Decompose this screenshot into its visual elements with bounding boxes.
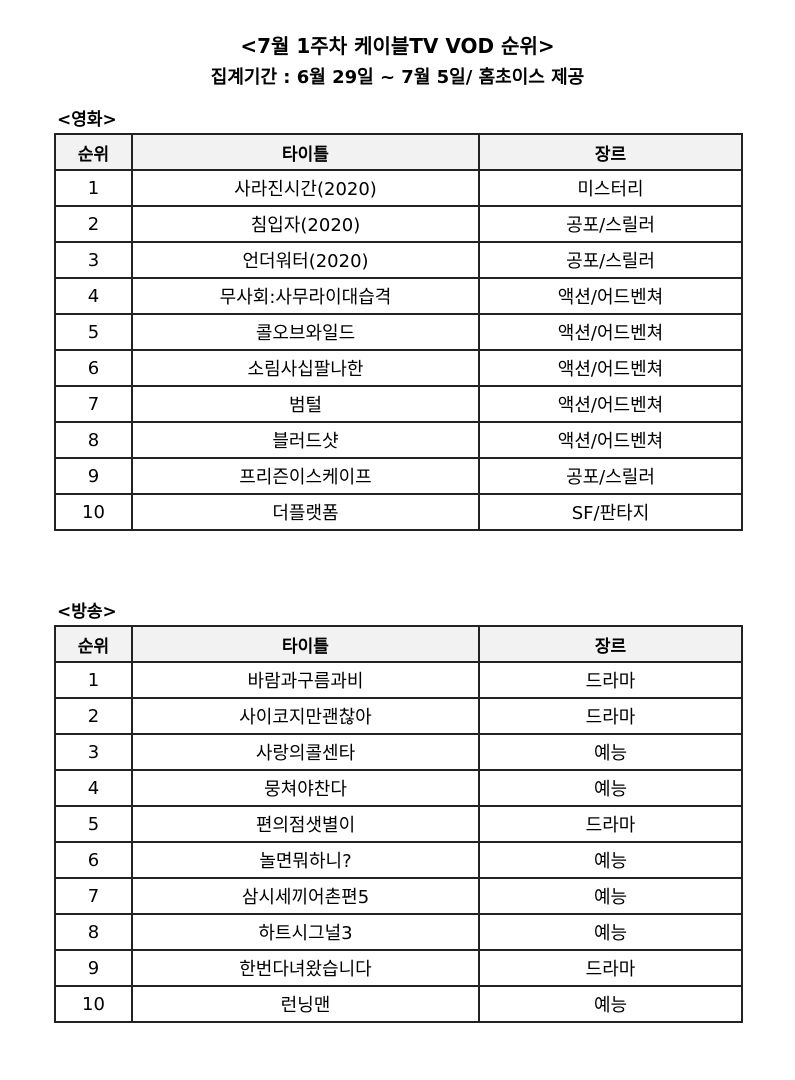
movies-table: 순위 타이틀 장르 1 사라진시간(2020) 미스터리 2 침입자(2020) 공포/스…	[54, 133, 743, 531]
rank-cell: 9	[54, 457, 133, 495]
rank-cell: 4	[54, 769, 133, 807]
rank-cell: 6	[54, 349, 133, 387]
table-row: 7 삼시세끼어촌편5 예능	[54, 877, 743, 915]
title-cell: 프리즌이스케이프	[131, 457, 480, 495]
page-title: <7월 1주차 케이블TV VOD 순위>	[240, 34, 555, 58]
rank-cell: 5	[54, 313, 133, 351]
table-row: 9 프리즌이스케이프 공포/스릴러	[54, 457, 743, 495]
title-cell: 뭉쳐야찬다	[131, 769, 480, 807]
title-cell: 콜오브와일드	[131, 313, 480, 351]
genre-cell: 예능	[478, 733, 743, 771]
table-row: 2 사이코지만괜찮아 드라마	[54, 697, 743, 735]
rank-cell: 9	[54, 949, 133, 987]
title-cell: 바람과구름과비	[131, 661, 480, 699]
genre-cell: 예능	[478, 913, 743, 951]
genre-cell: 공포/스릴러	[478, 205, 743, 243]
table-row: 3 언더워터(2020) 공포/스릴러	[54, 241, 743, 279]
rank-cell: 1	[54, 661, 133, 699]
genre-cell: 액션/어드벤쳐	[478, 349, 743, 387]
title-cell: 소림사십팔나한	[131, 349, 480, 387]
rank-cell: 10	[54, 985, 133, 1023]
rank-cell: 5	[54, 805, 133, 843]
title-cell: 하트시그널3	[131, 913, 480, 951]
table-header-row: 순위 타이틀 장르	[54, 625, 743, 663]
genre-cell: 공포/스릴러	[478, 457, 743, 495]
header-title: 타이틀	[131, 625, 480, 663]
genre-cell: 드라마	[478, 805, 743, 843]
title-cell: 범털	[131, 385, 480, 423]
genre-cell: 예능	[478, 985, 743, 1023]
title-cell: 침입자(2020)	[131, 205, 480, 243]
broadcast-table: 순위 타이틀 장르 1 바람과구름과비 드라마 2 사이코지만괜찮아 드라마 3 사랑의콜센타…	[54, 625, 743, 1023]
rank-cell: 7	[54, 877, 133, 915]
header-genre: 장르	[478, 133, 743, 171]
table-row: 7 범털 액션/어드벤쳐	[54, 385, 743, 423]
rank-cell: 1	[54, 169, 133, 207]
table-row: 5 편의점샛별이 드라마	[54, 805, 743, 843]
title-cell: 사라진시간(2020)	[131, 169, 480, 207]
table-row: 6 놀면뭐하니? 예능	[54, 841, 743, 879]
genre-cell: 액션/어드벤쳐	[478, 421, 743, 459]
genre-cell: 예능	[478, 877, 743, 915]
genre-cell: 예능	[478, 841, 743, 879]
title-cell: 언더워터(2020)	[131, 241, 480, 279]
rank-cell: 2	[54, 205, 133, 243]
genre-cell: 미스터리	[478, 169, 743, 207]
title-cell: 런닝맨	[131, 985, 480, 1023]
header-rank: 순위	[54, 133, 133, 171]
genre-cell: 드라마	[478, 697, 743, 735]
rank-cell: 3	[54, 733, 133, 771]
table-row: 4 뭉쳐야찬다 예능	[54, 769, 743, 807]
genre-cell: 액션/어드벤쳐	[478, 277, 743, 315]
table-row: 2 침입자(2020) 공포/스릴러	[54, 205, 743, 243]
table-row: 1 사라진시간(2020) 미스터리	[54, 169, 743, 207]
rank-cell: 6	[54, 841, 133, 879]
page-subtitle: 집계기간 : 6월 29일 ~ 7월 5일/ 홈초이스 제공	[210, 67, 585, 88]
title-cell: 사랑의콜센타	[131, 733, 480, 771]
table-row: 9 한번다녀왔습니다 드라마	[54, 949, 743, 987]
table-row: 8 블러드샷 액션/어드벤쳐	[54, 421, 743, 459]
title-cell: 무사회:사무라이대습격	[131, 277, 480, 315]
title-cell: 한번다녀왔습니다	[131, 949, 480, 987]
table-row: 10 더플랫폼 SF/판타지	[54, 493, 743, 531]
movies-section-label: <영화>	[57, 110, 117, 130]
table-row: 3 사랑의콜센타 예능	[54, 733, 743, 771]
table-header-row: 순위 타이틀 장르	[54, 133, 743, 171]
table-row: 5 콜오브와일드 액션/어드벤쳐	[54, 313, 743, 351]
title-cell: 더플랫폼	[131, 493, 480, 531]
rank-cell: 3	[54, 241, 133, 279]
genre-cell: 드라마	[478, 661, 743, 699]
header-genre: 장르	[478, 625, 743, 663]
rank-cell: 2	[54, 697, 133, 735]
header-rank: 순위	[54, 625, 133, 663]
table-row: 4 무사회:사무라이대습격 액션/어드벤쳐	[54, 277, 743, 315]
table-row: 10 런닝맨 예능	[54, 985, 743, 1023]
header-title: 타이틀	[131, 133, 480, 171]
title-cell: 놀면뭐하니?	[131, 841, 480, 879]
genre-cell: 공포/스릴러	[478, 241, 743, 279]
rank-cell: 8	[54, 421, 133, 459]
genre-cell: 액션/어드벤쳐	[478, 385, 743, 423]
rank-cell: 8	[54, 913, 133, 951]
genre-cell: SF/판타지	[478, 493, 743, 531]
table-row: 8 하트시그널3 예능	[54, 913, 743, 951]
title-cell: 편의점샛별이	[131, 805, 480, 843]
title-cell: 삼시세끼어촌편5	[131, 877, 480, 915]
genre-cell: 드라마	[478, 949, 743, 987]
table-row: 6 소림사십팔나한 액션/어드벤쳐	[54, 349, 743, 387]
title-cell: 사이코지만괜찮아	[131, 697, 480, 735]
genre-cell: 예능	[478, 769, 743, 807]
rank-cell: 4	[54, 277, 133, 315]
genre-cell: 액션/어드벤쳐	[478, 313, 743, 351]
title-cell: 블러드샷	[131, 421, 480, 459]
rank-cell: 7	[54, 385, 133, 423]
broadcast-section-label: <방송>	[57, 602, 117, 622]
table-row: 1 바람과구름과비 드라마	[54, 661, 743, 699]
rank-cell: 10	[54, 493, 133, 531]
